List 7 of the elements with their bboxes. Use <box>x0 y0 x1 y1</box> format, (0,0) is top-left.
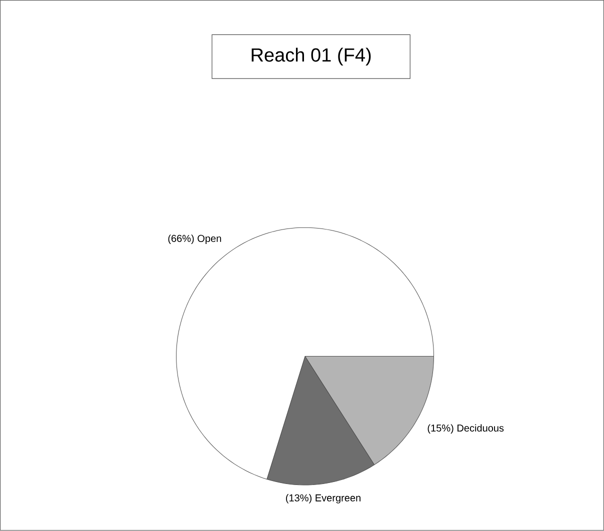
data-label: (13%) <box>286 494 312 504</box>
data-label: (66%) <box>168 234 194 244</box>
chart-title: Reach 01 (F4) <box>252 48 371 66</box>
slice-label: Evergreen <box>316 494 360 504</box>
slice-label: Deciduous <box>458 424 504 432</box>
data-label: (15%) <box>428 424 454 434</box>
slice-label: Open <box>198 235 222 244</box>
